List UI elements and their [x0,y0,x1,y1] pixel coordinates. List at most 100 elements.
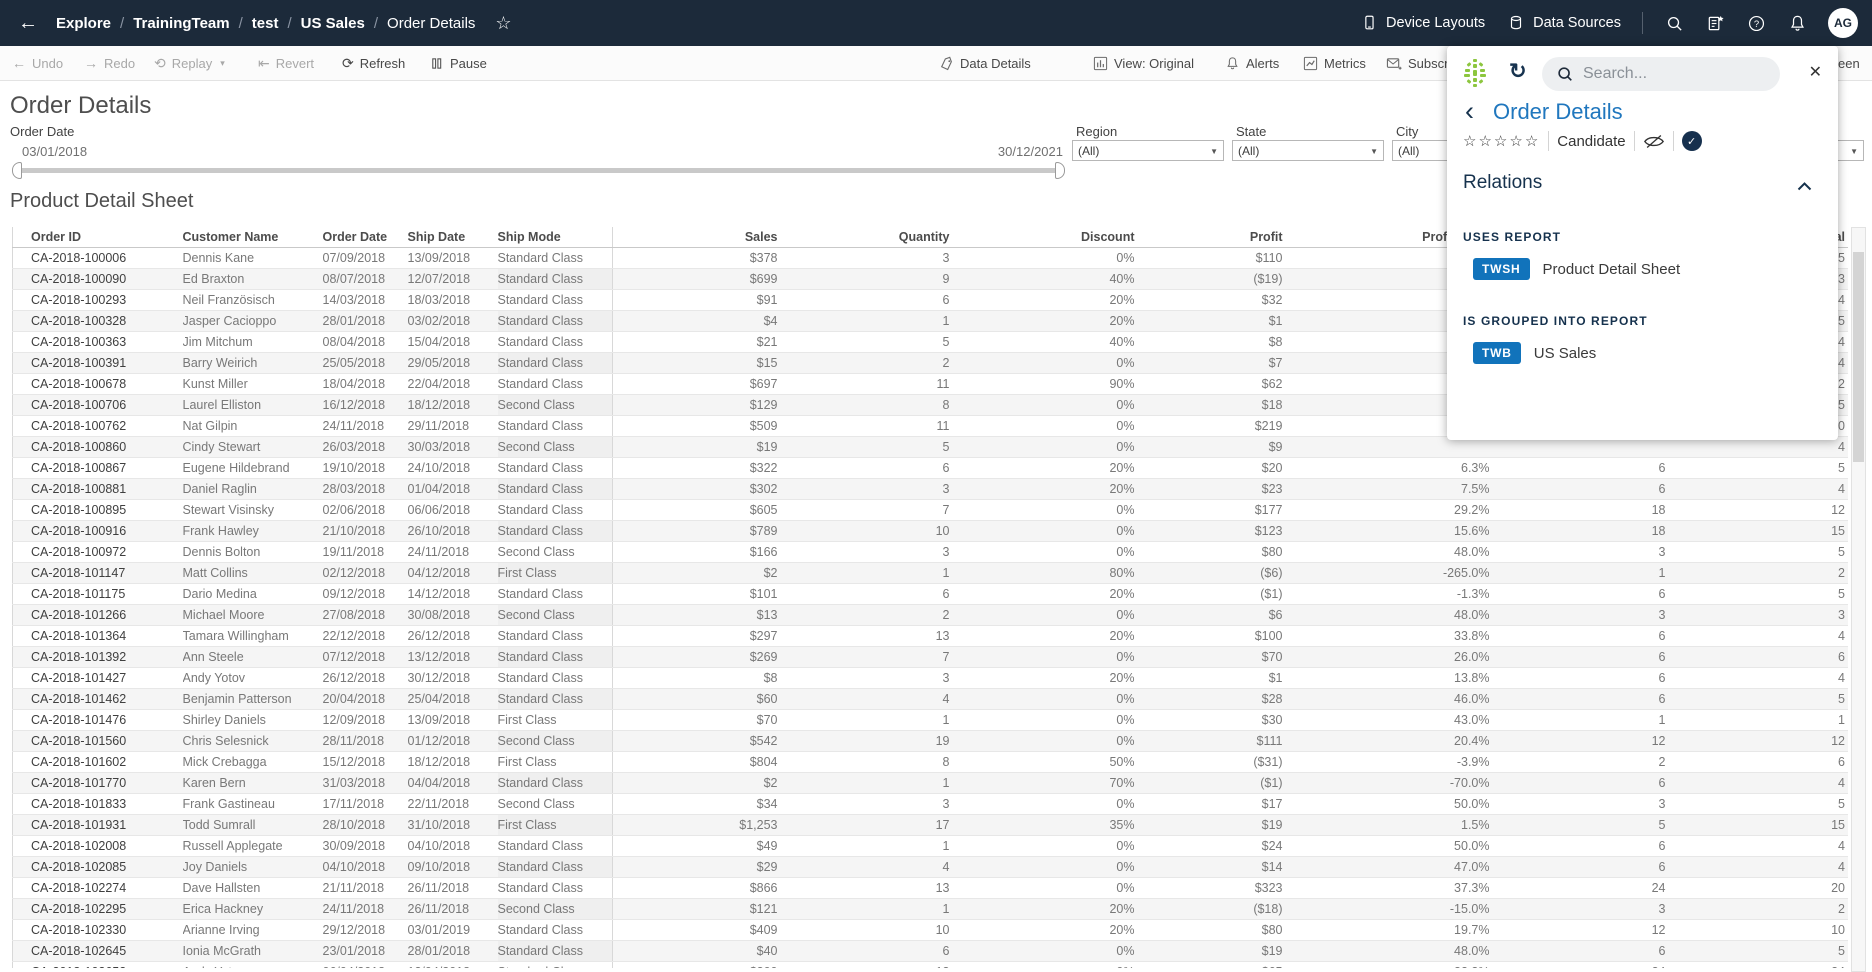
column-header[interactable]: Ship Date [407,227,498,248]
sheet-title: Product Detail Sheet [10,190,194,212]
favorite-star-icon[interactable]: ☆ [495,12,512,33]
panel-back-chevron-icon[interactable]: ‹ [1465,96,1474,126]
breadcrumb-subproject[interactable]: test [251,14,279,32]
table-row[interactable]: CA-2018-101931 Todd Sumrall 28/10/2018 31/1… [12,814,1848,836]
table-row[interactable]: CA-2018-101175 Dario Medina 09/12/2018 14/1… [12,583,1848,605]
panel-close-icon[interactable]: ✕ [1808,64,1822,81]
table-row[interactable]: CA-2018-101770 Karen Bern 31/03/2018 04/04/… [12,772,1848,794]
help-icon[interactable]: ? [1746,13,1766,33]
table-row[interactable]: CA-2018-101266 Michael Moore 27/08/2018 30/… [12,604,1848,626]
table-row[interactable]: CA-2018-102330 Arianne Irving 29/12/2018 03… [12,919,1848,941]
table-row[interactable]: CA-2018-101602 Mick Crebagga 15/12/2018 18/… [12,751,1848,773]
table-cell: CA-2018-101931 [12,814,183,836]
vertical-scrollbar[interactable] [1851,227,1866,972]
star-icon[interactable]: ☆ [1478,133,1494,150]
relation-item[interactable]: TWB US Sales [1473,342,1596,364]
column-header[interactable]: Discount [952,227,1138,248]
rating-stars[interactable]: ☆☆☆☆☆ [1463,132,1540,150]
breadcrumb-project[interactable]: TrainingTeam [133,14,230,32]
star-icon[interactable]: ☆ [1463,133,1479,150]
breadcrumb-workbook[interactable]: US Sales [300,14,365,32]
eye-slash-icon[interactable] [1643,134,1665,149]
table-row[interactable]: CA-2018-102645 Ionia McGrath 23/01/2018 28/… [12,940,1848,962]
relation-item[interactable]: TWSH Product Detail Sheet [1473,258,1680,280]
search-icon[interactable] [1664,13,1684,33]
column-header[interactable]: Customer Name [182,227,323,248]
table-cell: Jasper Cacioppo [182,310,323,332]
table-row[interactable]: CA-2018-101364 Tamara Willingham 22/12/201… [12,625,1848,647]
table-row[interactable]: CA-2018-100916 Frank Hawley 21/10/2018 26/1… [12,520,1848,542]
table-row[interactable]: CA-2018-102008 Russell Applegate 30/09/201… [12,835,1848,857]
undo-button[interactable]: ← Undo [12,46,63,80]
star-icon[interactable]: ☆ [1509,133,1525,150]
table-cell: CA-2018-100762 [12,415,183,437]
column-header[interactable]: Order Date [322,227,408,248]
table-row[interactable]: CA-2018-101462 Benjamin Patterson 20/04/20… [12,688,1848,710]
region-filter-dropdown[interactable]: (All) ▼ [1072,140,1224,161]
table-row[interactable]: CA-2018-100895 Stewart Visinsky 02/06/2018… [12,499,1848,521]
data-details-button[interactable]: Data Details [938,46,1031,80]
star-icon[interactable]: ☆ [1524,133,1541,150]
column-header[interactable]: Profit [1137,227,1286,248]
state-filter-dropdown[interactable]: (All) ▼ [1232,140,1384,161]
table-cell: Standard Class [497,289,613,311]
table-row[interactable]: CA-2018-100881 Daniel Raglin 28/03/2018 01/… [12,478,1848,500]
table-row[interactable]: CA-2018-102274 Dave Hallsten 21/11/2018 26/… [12,877,1848,899]
table-row[interactable]: CA-2018-102295 Erica Hackney 24/11/2018 26/… [12,898,1848,920]
refresh-button[interactable]: ⟳ Refresh [342,46,405,80]
redo-button[interactable]: → Redo [84,46,135,80]
table-row[interactable]: CA-2018-101392 Ann Steele 07/12/2018 13/12/… [12,646,1848,668]
data-sources-button[interactable]: Data Sources [1506,13,1621,33]
table-row[interactable]: CA-2018-101560 Chris Selesnick 28/11/2018 0… [12,730,1848,752]
table-row[interactable]: CA-2018-102652Andy Yotov06/04/201812/04/… [12,961,1848,968]
table-cell: 12/04/2018 [407,961,498,968]
notifications-bell-icon[interactable] [1787,13,1807,33]
device-layouts-button[interactable]: Device Layouts [1359,13,1485,33]
panel-asset-title[interactable]: Order Details [1493,99,1623,124]
table-row[interactable]: CA-2018-101476 Shirley Daniels 12/09/2018 1… [12,709,1848,731]
table-row[interactable]: CA-2018-100867 Eugene Hildebrand 19/10/201… [12,457,1848,479]
date-range-slider[interactable] [12,162,1065,179]
table-row[interactable]: CA-2018-100972 Dennis Bolton 19/11/2018 24/… [12,541,1848,563]
column-header[interactable]: Quantity [780,227,953,248]
revert-button[interactable]: ⇤ Revert [258,46,314,80]
table-cell: CA-2018-101462 [12,688,183,710]
column-header[interactable]: Order ID [12,227,183,248]
table-row[interactable]: CA-2018-100293 Neil Französisch 14/03/2018… [12,289,1848,311]
metrics-button[interactable]: Metrics [1302,46,1366,80]
table-cell: 3 [780,667,953,689]
table-cell: 24/11/2018 [407,541,498,563]
table-cell: 47.0% [1285,856,1493,878]
pause-button[interactable]: Pause [428,46,487,80]
column-header[interactable]: Sales [612,227,781,248]
favorites-list-icon[interactable] [1705,13,1725,33]
table-cell: CA-2018-101392 [12,646,183,668]
replay-caret-icon[interactable]: ▾ [220,57,225,68]
user-avatar[interactable]: AG [1828,8,1858,38]
table-row[interactable]: CA-2018-100860 Cindy Stewart 26/03/2018 30/… [12,436,1848,458]
table-row[interactable]: CA-2018-100706 Laurel Elliston 16/12/2018 1… [12,394,1848,416]
table-row[interactable]: CA-2018-101147 Matt Collins 02/12/2018 04/1… [12,562,1848,584]
column-header[interactable]: Ship Mode [497,227,613,248]
panel-search-input[interactable]: Search... [1542,57,1780,91]
relation-label[interactable]: Product Detail Sheet [1542,260,1681,278]
chevron-up-icon[interactable] [1797,178,1812,196]
scrollbar-thumb[interactable] [1853,252,1864,462]
breadcrumb-explore[interactable]: Explore [56,14,112,32]
back-arrow-icon[interactable]: ← [18,11,38,34]
replay-button[interactable]: ⟲ Replay ▾ [154,46,225,80]
slider-handle-left[interactable] [12,162,22,179]
star-icon[interactable]: ☆ [1493,133,1510,150]
alerts-button[interactable]: Alerts [1224,46,1279,80]
table-row[interactable]: CA-2018-100762 Nat Gilpin 24/11/2018 29/11/… [12,415,1848,437]
table-row[interactable]: CA-2018-101427 Andy Yotov 26/12/2018 30/12/… [12,667,1848,689]
table-row[interactable]: CA-2018-102085 Joy Daniels 04/10/2018 09/10… [12,856,1848,878]
table-cell: 08/07/2018 [322,268,408,290]
view-original-button[interactable]: View: Original [1092,46,1194,80]
panel-refresh-icon[interactable]: ↻ [1509,60,1527,83]
table-row[interactable]: CA-2018-101833 Frank Gastineau 17/11/2018 2… [12,793,1848,815]
table-cell: $9 [1137,436,1286,458]
relation-label[interactable]: US Sales [1533,344,1597,362]
table-cell: 6 [1492,940,1669,962]
slider-handle-right[interactable] [1055,162,1065,179]
